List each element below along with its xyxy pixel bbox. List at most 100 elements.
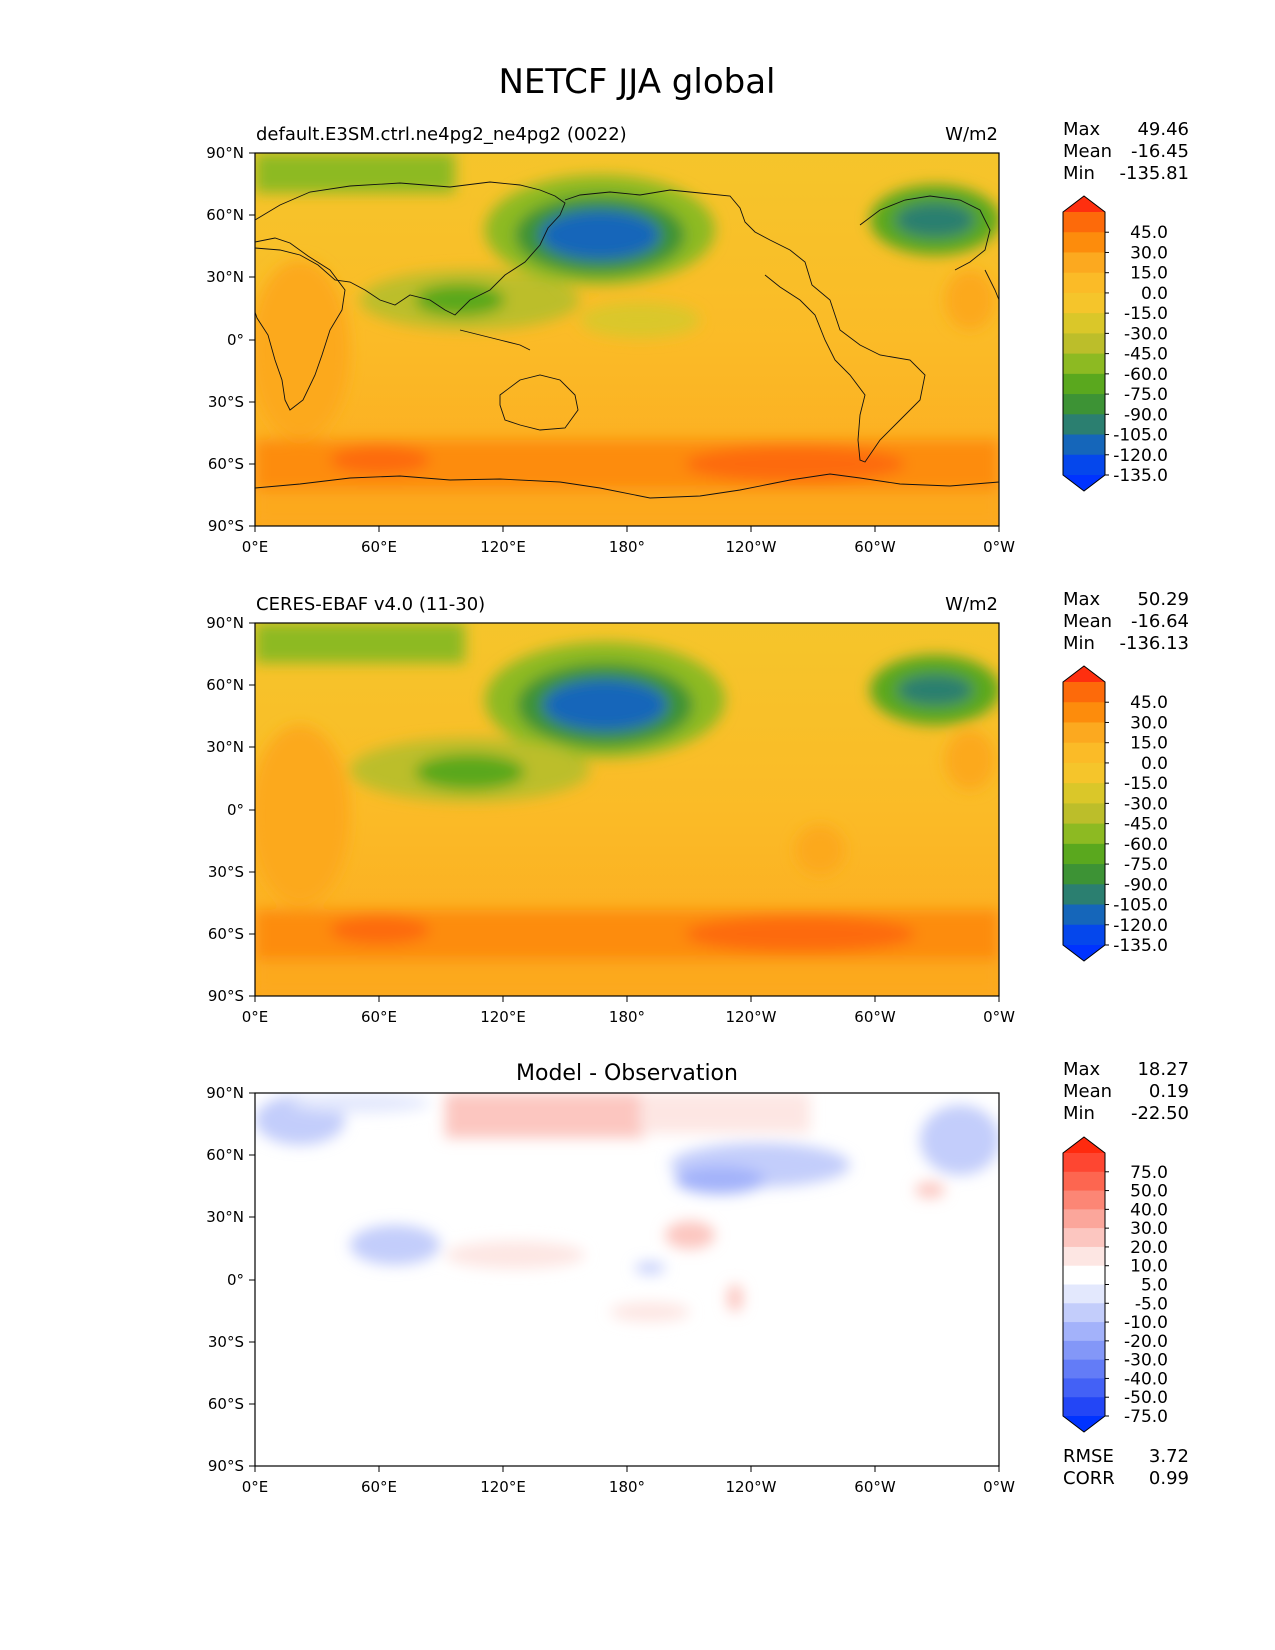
x-tick-label: 180° xyxy=(609,538,645,556)
colorbar-label: -75.0 xyxy=(1124,385,1168,405)
panel-center-title: Model - Observation xyxy=(516,1061,738,1086)
colorbar-label: -30.0 xyxy=(1124,324,1168,344)
x-tick-label: 0°E xyxy=(242,1008,269,1026)
colorbar-extend-min xyxy=(1063,1416,1105,1432)
colorbar: 45.030.015.00.0-15.0-30.0-45.0-60.0-75.0… xyxy=(1062,665,1168,962)
colorbar-label: 50.0 xyxy=(1130,1182,1168,1202)
stat-min-label: Min xyxy=(1063,633,1095,654)
colorbar-label: -60.0 xyxy=(1124,835,1168,855)
colorbar-segment xyxy=(1063,434,1105,456)
x-tick-label: 60°E xyxy=(361,1008,397,1026)
x-tick-label: 180° xyxy=(609,1478,645,1496)
stat-max-value: 49.46 xyxy=(1137,119,1189,140)
colorbar-label: -40.0 xyxy=(1124,1369,1168,1389)
colorbar-label: 30.0 xyxy=(1130,713,1168,733)
colorbar-segment xyxy=(1063,803,1105,825)
colorbar-label: -50.0 xyxy=(1124,1388,1168,1408)
colorbar-label: 0.0 xyxy=(1141,754,1168,774)
panel-left-title: default.E3SM.ctrl.ne4pg2_ne4pg2 (0022) xyxy=(256,124,627,145)
stat-mean-value: -16.64 xyxy=(1131,611,1189,632)
colorbar-label: -120.0 xyxy=(1113,446,1168,466)
colorbar-label: 75.0 xyxy=(1130,1163,1168,1183)
colorbar-segment xyxy=(1063,904,1105,926)
colorbar-label: 30.0 xyxy=(1130,1219,1168,1239)
map-field xyxy=(255,1093,999,1466)
colorbar-segment xyxy=(1063,823,1105,845)
x-tick-label: 0°W xyxy=(983,1008,1015,1026)
colorbar-segment xyxy=(1063,454,1105,476)
colorbar-extend-min xyxy=(1063,945,1105,961)
colorbar-segment xyxy=(1063,702,1105,723)
x-tick-label: 60°W xyxy=(854,1478,896,1496)
colorbar-segment xyxy=(1063,762,1105,784)
colorbar-label: -15.0 xyxy=(1124,774,1168,794)
colorbar: 45.030.015.00.0-15.0-30.0-45.0-60.0-75.0… xyxy=(1062,195,1168,492)
stat-max-label: Max xyxy=(1063,589,1101,610)
x-axis: 0°E 60°E 120°E 180° 120°W 60°W 0°W xyxy=(242,526,1015,556)
x-axis: 0°E 60°E 120°E 180° 120°W 60°W 0°W xyxy=(242,996,1015,1026)
stat-max-value: 18.27 xyxy=(1137,1059,1189,1080)
y-tick-label: 90°N xyxy=(206,1084,244,1102)
colorbar-segment xyxy=(1063,1303,1105,1323)
colorbar-segment xyxy=(1063,1359,1105,1379)
colorbar-segment xyxy=(1063,272,1105,294)
stat-max-value: 50.29 xyxy=(1137,589,1189,610)
colorbar-segment xyxy=(1063,884,1105,906)
stat-min-label: Min xyxy=(1063,163,1095,184)
y-tick-label: 90°S xyxy=(208,1457,244,1475)
x-tick-label: 120°E xyxy=(480,538,526,556)
y-axis: 90°N 60°N 30°N 0° 30°S 60°S 90°S xyxy=(206,614,255,1005)
panel-difference: Model - Observation xyxy=(206,1059,1189,1496)
stat-min-value: -136.13 xyxy=(1120,633,1189,654)
y-tick-label: 30°N xyxy=(206,268,244,286)
stat-min-label: Min xyxy=(1063,1103,1095,1124)
y-tick-label: 0° xyxy=(227,801,244,819)
colorbar-label: -30.0 xyxy=(1124,1351,1168,1371)
colorbar-segment xyxy=(1063,414,1105,436)
colorbar-segment xyxy=(1063,1397,1105,1417)
stat-min-value: -22.50 xyxy=(1131,1103,1189,1124)
colorbar-segment xyxy=(1063,212,1105,233)
colorbar-segment xyxy=(1063,1209,1105,1229)
colorbar-label: 0.0 xyxy=(1141,284,1168,304)
colorbar-label: -75.0 xyxy=(1124,855,1168,875)
colorbar-label: 15.0 xyxy=(1130,264,1168,284)
coastlines xyxy=(255,181,999,499)
x-axis: 0°E 60°E 120°E 180° 120°W 60°W 0°W xyxy=(242,1466,1015,1496)
colorbar-label: -75.0 xyxy=(1124,1407,1168,1427)
y-tick-label: 60°S xyxy=(208,1395,244,1413)
colorbar-label: -105.0 xyxy=(1113,426,1168,446)
stat-mean-value: -16.45 xyxy=(1131,141,1189,162)
colorbar-label: -105.0 xyxy=(1113,896,1168,916)
colorbar-segment xyxy=(1063,1340,1105,1361)
colorbar: 75.050.040.030.020.010.05.0-5.0-10.0-20.… xyxy=(1062,1136,1168,1433)
y-tick-label: 0° xyxy=(227,331,244,349)
colorbar-segment xyxy=(1063,1378,1105,1398)
colorbar-segment xyxy=(1063,373,1105,395)
colorbar-extend-min xyxy=(1063,475,1105,491)
x-tick-label: 120°W xyxy=(726,538,777,556)
stats-box: Max 49.46 Mean -16.45 Min -135.81 xyxy=(1063,119,1189,184)
colorbar-label: -45.0 xyxy=(1124,815,1168,835)
stat-mean-label: Mean xyxy=(1063,1081,1112,1102)
map-field xyxy=(255,153,999,526)
stat-max-label: Max xyxy=(1063,1059,1101,1080)
x-tick-label: 120°E xyxy=(480,1478,526,1496)
panel-left-title: CERES-EBAF v4.0 (11-30) xyxy=(256,594,485,615)
colorbar-label: -90.0 xyxy=(1124,875,1168,895)
panel-observation: CERES-EBAF v4.0 (11-30) W/m2 xyxy=(206,589,1189,1026)
colorbar-segment xyxy=(1063,353,1105,375)
colorbar-label: -15.0 xyxy=(1124,304,1168,324)
stat-max-label: Max xyxy=(1063,119,1101,140)
x-tick-label: 120°W xyxy=(726,1478,777,1496)
colorbar-label: 30.0 xyxy=(1130,243,1168,263)
corr-label: CORR xyxy=(1063,1468,1115,1489)
colorbar-segment xyxy=(1063,742,1105,764)
panel-units: W/m2 xyxy=(945,594,998,615)
x-tick-label: 60°E xyxy=(361,1478,397,1496)
colorbar-label: 5.0 xyxy=(1141,1276,1168,1296)
colorbar-segment xyxy=(1063,682,1105,703)
y-tick-label: 60°N xyxy=(206,206,244,224)
colorbar-label: -20.0 xyxy=(1124,1332,1168,1352)
colorbar-label: -45.0 xyxy=(1124,345,1168,365)
